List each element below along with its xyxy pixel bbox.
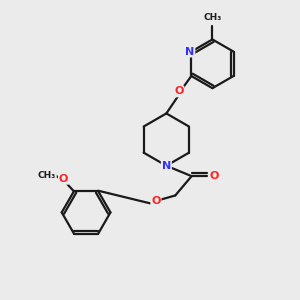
Text: O: O (59, 174, 68, 184)
Text: CH₃: CH₃ (203, 13, 221, 22)
Text: O: O (174, 86, 184, 96)
Text: O: O (151, 196, 160, 206)
Text: N: N (185, 46, 194, 57)
Text: O: O (210, 171, 219, 181)
Text: CH₃: CH₃ (38, 171, 56, 180)
Text: N: N (162, 161, 171, 171)
